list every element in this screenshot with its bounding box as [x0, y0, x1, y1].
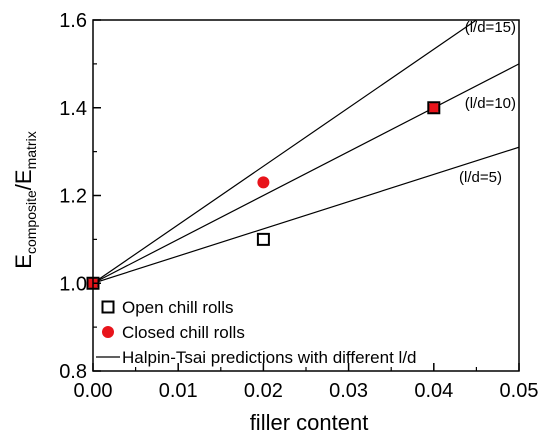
legend-marker-closed — [102, 326, 114, 338]
closed-point-2 — [427, 101, 440, 114]
closed-point-1 — [257, 176, 270, 189]
y-tick-label-0: 0.8 — [59, 361, 87, 383]
x-tick-label-3: 0.03 — [329, 380, 368, 402]
y-axis-title-sub2: matrix — [23, 131, 39, 169]
legend-label-open: Open chill rolls — [122, 298, 234, 317]
prediction-line-1 — [93, 63, 519, 284]
legend-marker-open — [101, 300, 115, 314]
legend: Open chill rolls Closed chill rolls Halpin… — [96, 298, 417, 367]
y-axis-title: Ecomposite/Ematrix — [11, 131, 39, 268]
x-tick-label-5: 0.05 — [500, 380, 539, 402]
prediction-lines — [93, 20, 519, 284]
plot-frame — [92, 19, 520, 372]
legend-label-line: Halpin-Tsai predictions with different l… — [122, 348, 417, 367]
open-point-1 — [256, 232, 270, 246]
y-tick-label-2: 1.2 — [59, 186, 87, 208]
x-tick-label-0: 0.00 — [74, 380, 113, 402]
prediction-line-0 — [93, 20, 477, 284]
y-tick-label-4: 1.6 — [59, 10, 87, 32]
line-label-2: (l/d=5) — [459, 169, 502, 186]
line-annotations: (l/d=15) (l/d=10) (l/d=5) — [459, 19, 516, 186]
y-tick-label-1: 1.0 — [59, 273, 87, 295]
line-label-0: (l/d=15) — [465, 19, 516, 36]
y-axis-title-sub1: composite — [23, 190, 39, 254]
x-axis-title: filler content — [250, 410, 369, 435]
legend-label-closed: Closed chill rolls — [122, 323, 245, 342]
y-tick-label-3: 1.4 — [59, 98, 87, 120]
line-label-1: (l/d=10) — [465, 95, 516, 112]
x-tick-label-1: 0.01 — [159, 380, 198, 402]
x-tick-label-2: 0.02 — [244, 380, 283, 402]
prediction-line-2 — [93, 146, 519, 284]
open-point-2 — [427, 101, 441, 115]
y-axis-title-mid: /E — [11, 169, 36, 190]
axes: 0.00 0.01 0.02 0.03 0.04 0.05 0.8 1.0 1.2 1.4 1.6 — [59, 10, 538, 402]
y-axis-title-main: E — [11, 254, 36, 269]
x-tick-label-4: 0.04 — [414, 380, 453, 402]
